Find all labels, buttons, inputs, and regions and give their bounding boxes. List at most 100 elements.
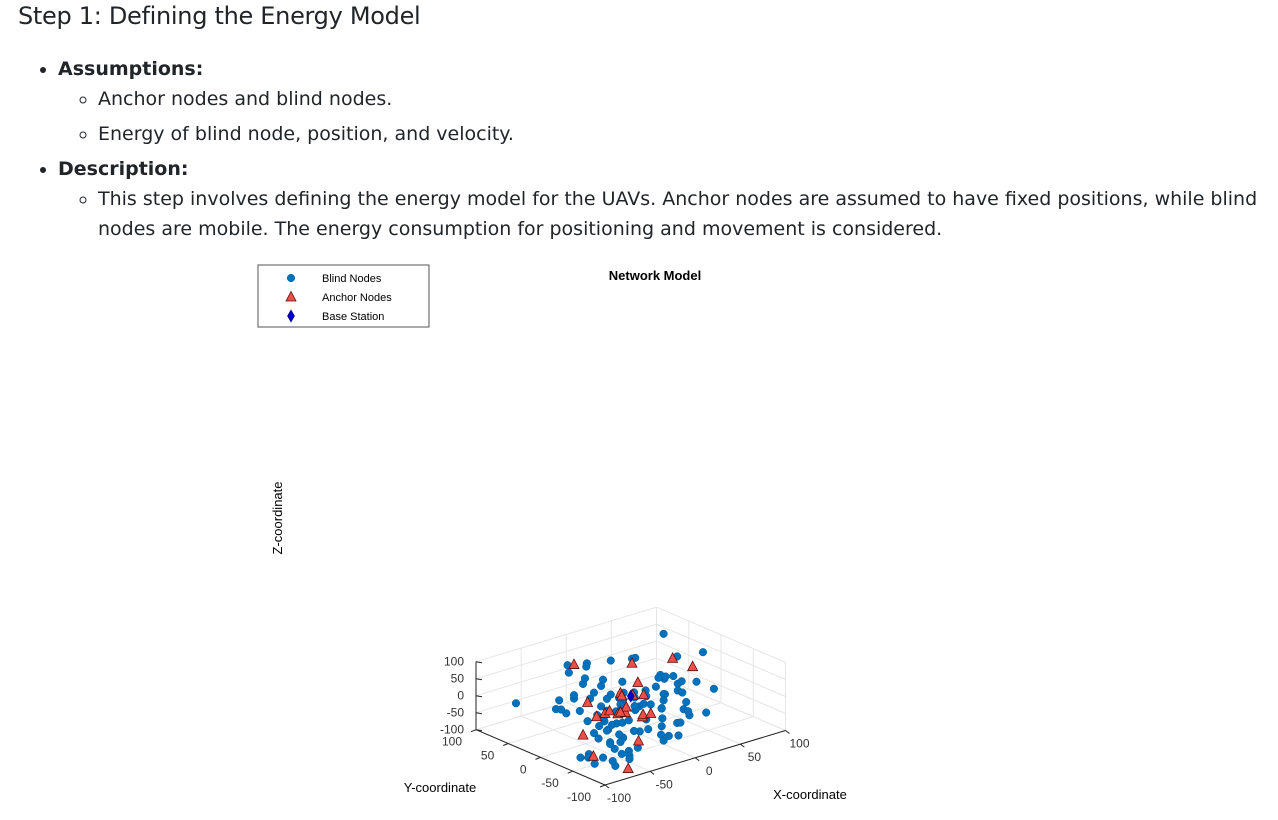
page-title: Step 1: Defining the Energy Model — [18, 2, 421, 30]
blind-node-point — [669, 672, 678, 681]
x-tick-label: 100 — [789, 737, 809, 751]
z-tick-label: -50 — [447, 706, 465, 720]
blind-node-point — [664, 731, 673, 740]
blind-node-point — [582, 662, 591, 671]
side-wall-grid-line — [656, 657, 786, 714]
y-tick-label: 100 — [442, 735, 462, 749]
anchor-node-point — [614, 705, 627, 717]
back-wall-grid-line — [475, 606, 657, 663]
legend-box — [257, 264, 430, 328]
side-wall-grid-line — [656, 623, 786, 680]
blind-node-point — [658, 714, 667, 723]
blind-node-point — [646, 700, 655, 709]
blind-node-point — [661, 672, 670, 681]
blind-node-point — [682, 697, 691, 707]
anchor-node-point — [632, 676, 644, 687]
legend-anchor-symbol — [285, 290, 297, 302]
anchor-node-point — [590, 710, 603, 722]
y-tick-mark — [567, 770, 573, 774]
z-tick-label: 100 — [444, 655, 464, 669]
side-wall-grid-line — [656, 606, 786, 663]
description-label: Description: — [58, 158, 189, 180]
blind-node-point — [674, 731, 683, 740]
anchor-node-point — [632, 734, 645, 746]
blind-node-point — [576, 753, 585, 762]
y-tick-mark — [535, 756, 541, 760]
blind-node-point — [594, 734, 603, 743]
blind-node-point — [595, 721, 604, 731]
x-tick-mark — [785, 730, 790, 734]
x-tick-label: -100 — [607, 791, 631, 805]
y-tick-mark — [503, 743, 509, 746]
description-list: This step involves defining the energy m… — [58, 184, 1258, 244]
back-wall-grid-line — [475, 674, 657, 731]
blind-node-point — [555, 696, 564, 705]
back-wall-grid-line — [475, 623, 657, 680]
blind-node-point — [657, 722, 666, 731]
blind-node-point — [684, 707, 693, 716]
y-axis-line — [475, 729, 606, 786]
x-tick-mark — [604, 784, 610, 789]
assumptions-label: Assumptions: — [58, 58, 204, 80]
blind-node-point — [698, 648, 708, 657]
blind-node-point — [659, 736, 668, 745]
blind-node-point — [511, 699, 521, 708]
z-tick-mark — [475, 661, 483, 664]
anchor-node-point — [577, 728, 589, 740]
blind-node-point — [630, 702, 639, 711]
assumption-item: Anchor nodes and blind nodes. — [98, 84, 1258, 114]
y-tick-label: 0 — [520, 762, 527, 776]
x-tick-mark — [694, 757, 700, 762]
z-tick-mark — [475, 729, 483, 732]
x-tick-label: -50 — [655, 777, 673, 791]
blind-node-point — [599, 753, 608, 762]
legend-base-symbol — [287, 309, 295, 323]
blind-node-point — [659, 696, 668, 705]
blind-node-point — [569, 691, 579, 700]
legend-blind-nodes: Blind Nodes — [322, 273, 382, 285]
anchor-node-point — [626, 656, 638, 668]
anchor-node-point — [603, 704, 616, 716]
blind-node-point — [602, 726, 611, 735]
blind-node-point — [590, 759, 599, 768]
blind-node-point — [654, 673, 663, 682]
anchor-node-point — [666, 651, 679, 663]
blind-node-point — [618, 677, 627, 686]
chart-title: Network Model — [609, 268, 701, 283]
legend-anchor-nodes: Anchor Nodes — [322, 292, 392, 304]
blind-node-point — [598, 675, 608, 684]
blind-node-point — [702, 708, 711, 717]
anchor-node-point — [637, 708, 649, 720]
blind-node-point — [659, 629, 668, 638]
blind-node-point — [709, 684, 718, 693]
z-tick-label: 0 — [457, 689, 464, 703]
blind-node-point — [575, 706, 584, 715]
blind-node-point — [580, 674, 590, 683]
chart-markers — [511, 629, 718, 773]
blind-node-point — [602, 694, 611, 703]
x-tick-label: 0 — [706, 764, 713, 778]
legend-base-station: Base Station — [322, 311, 384, 323]
chart-axes — [470, 661, 790, 789]
blind-node-point — [606, 739, 615, 748]
blind-node-point — [677, 677, 686, 686]
anchor-node-point — [645, 707, 657, 718]
anchor-node-point — [622, 762, 634, 773]
blind-node-point — [629, 726, 639, 736]
y-tick-mark — [470, 729, 477, 733]
x-axis-label: X-coordinate — [773, 787, 847, 802]
anchor-node-point — [587, 749, 600, 761]
blind-node-point — [676, 718, 685, 727]
blind-node-point — [589, 688, 599, 697]
legend-blind-symbol — [286, 273, 296, 283]
y-tick-label: -100 — [567, 790, 591, 804]
network-model-chart: -100-50050100-100-50050100-100-50050100 … — [257, 264, 847, 805]
blind-node-point — [657, 704, 666, 713]
chart-legend: Blind Nodes Anchor Nodes Base Station — [257, 264, 430, 328]
anchor-node-point — [568, 658, 580, 669]
blind-node-point — [608, 757, 617, 766]
z-tick-label: 50 — [451, 672, 465, 686]
blind-node-point — [651, 682, 660, 691]
y-tick-label: -50 — [541, 776, 559, 790]
blind-node-point — [583, 717, 592, 726]
